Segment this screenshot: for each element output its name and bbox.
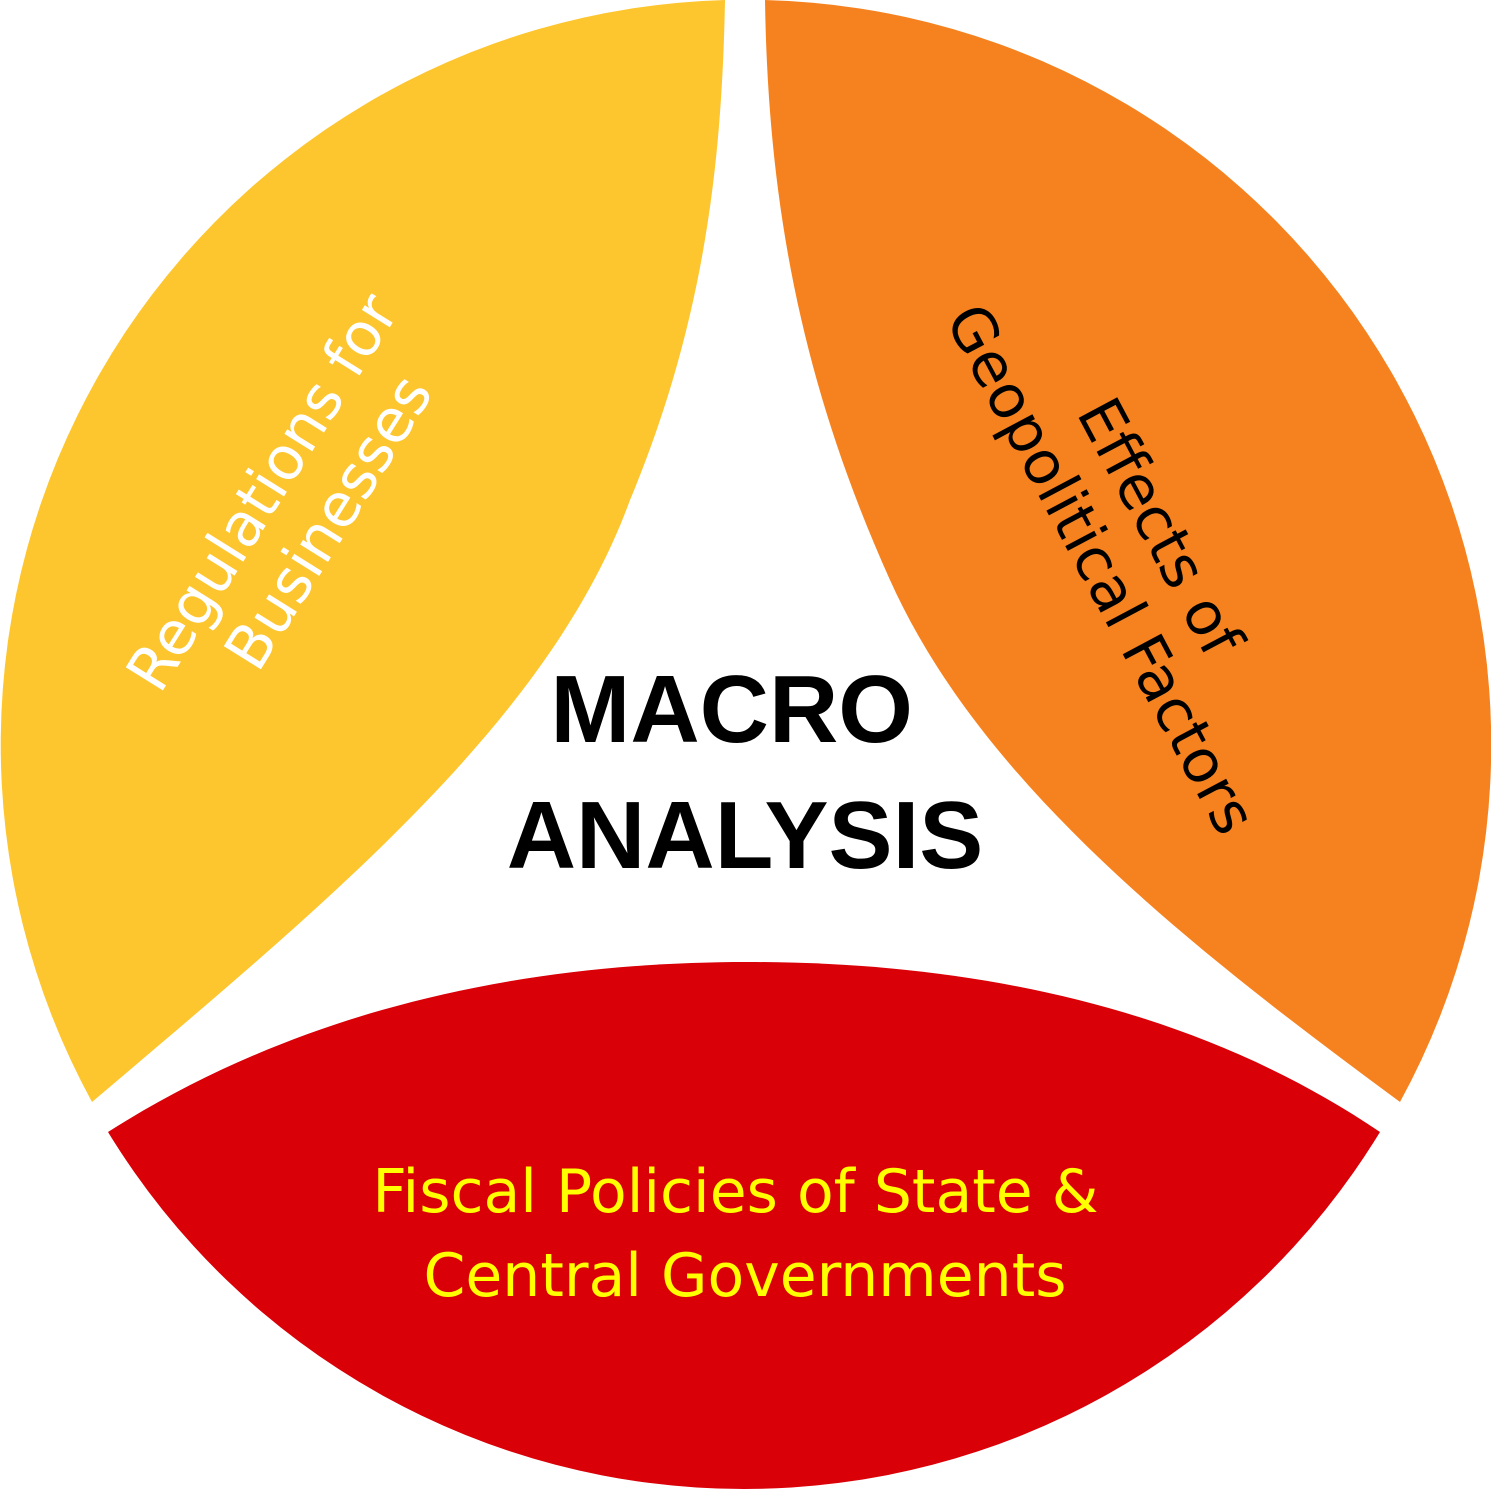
fiscal-label-line1: Fiscal Policies of State &: [372, 1157, 1098, 1227]
segment-fiscal: [108, 962, 1380, 1490]
fiscal-label-line2: Central Governments: [424, 1241, 1067, 1311]
fiscal-label: Fiscal Policies of State & Central Gover…: [372, 1157, 1117, 1311]
segment-regulations: [0, 0, 725, 1102]
center-title-line1: MACRO: [550, 656, 913, 763]
center-title: MACRO ANALYSIS: [507, 656, 984, 889]
center-title-line2: ANALYSIS: [507, 782, 984, 889]
segment-geopolitical: [765, 0, 1491, 1102]
